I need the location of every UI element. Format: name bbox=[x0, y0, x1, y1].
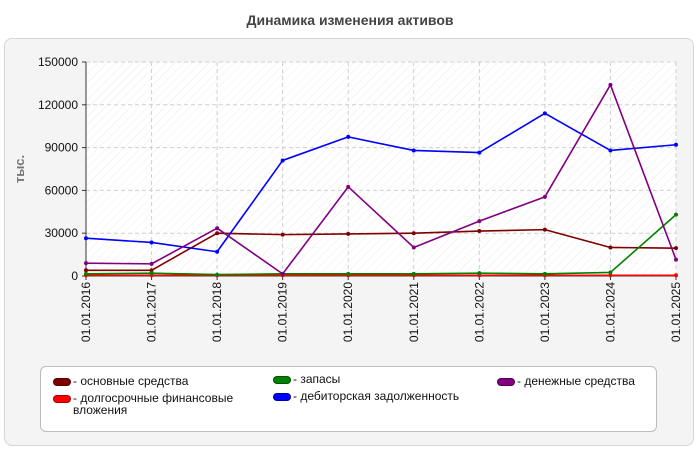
data-point bbox=[542, 194, 547, 199]
data-point bbox=[674, 212, 678, 217]
data-point bbox=[411, 231, 416, 236]
data-point bbox=[608, 273, 613, 278]
plot-area-hatch bbox=[86, 62, 676, 276]
x-tick-label: 01.01.2017 bbox=[145, 282, 159, 342]
x-tick-label: 01.01.2023 bbox=[538, 282, 552, 342]
legend-swatch-cash bbox=[497, 378, 515, 386]
data-point bbox=[149, 261, 154, 266]
series-line bbox=[85, 84, 677, 275]
legend: - основные средства - долгосрочные финан… bbox=[40, 366, 657, 432]
data-point bbox=[542, 227, 547, 232]
legend-item-inventory: - запасы bbox=[273, 373, 340, 385]
legend-swatch-inventory bbox=[273, 376, 291, 384]
y-tick-label: 150000 bbox=[38, 55, 78, 69]
x-tick-label: 01.01.2016 bbox=[79, 282, 93, 342]
data-point bbox=[280, 271, 285, 276]
data-point bbox=[280, 158, 285, 163]
x-tick-label: 01.01.2018 bbox=[210, 282, 224, 342]
data-point bbox=[84, 271, 88, 276]
data-point bbox=[346, 231, 351, 236]
data-point bbox=[542, 271, 547, 276]
data-point bbox=[608, 245, 613, 250]
x-tick-label: 01.01.2019 bbox=[276, 282, 290, 342]
data-point bbox=[215, 249, 220, 254]
data-point bbox=[84, 261, 88, 266]
y-tick-label: 120000 bbox=[38, 98, 78, 112]
data-point bbox=[674, 257, 678, 262]
data-point bbox=[411, 271, 416, 276]
data-point bbox=[411, 245, 416, 250]
data-point bbox=[608, 82, 613, 87]
data-point bbox=[411, 148, 416, 153]
x-tick-label: 01.01.2020 bbox=[341, 282, 355, 342]
data-point bbox=[477, 271, 482, 276]
data-point bbox=[280, 232, 285, 237]
legend-label-inventory: - запасы bbox=[293, 372, 341, 386]
y-tick-label: 0 bbox=[71, 269, 78, 283]
data-point bbox=[346, 134, 351, 139]
legend-item-long-term-investments: - долгосрочные финансовые вложения bbox=[53, 392, 283, 416]
data-point bbox=[84, 236, 88, 241]
data-point bbox=[346, 184, 351, 189]
legend-swatch-receivables bbox=[273, 393, 291, 401]
legend-item-receivables: - дебиторская задолженность bbox=[273, 390, 459, 402]
legend-item-cash: - денежные средства bbox=[497, 375, 635, 387]
data-point bbox=[215, 231, 220, 236]
legend-swatch-long-term-investments bbox=[53, 395, 71, 403]
series-line bbox=[86, 228, 677, 272]
data-point bbox=[215, 272, 220, 277]
data-point bbox=[477, 150, 482, 155]
legend-label-receivables: - дебиторская задолженность bbox=[293, 389, 460, 403]
data-point bbox=[477, 229, 482, 234]
data-point bbox=[149, 240, 154, 245]
legend-label-cash: - денежные средства bbox=[517, 374, 635, 388]
y-axis-label: тыс. bbox=[12, 155, 27, 183]
x-tick-label: 01.01.2024 bbox=[603, 282, 617, 342]
data-point bbox=[84, 268, 88, 273]
data-point bbox=[477, 219, 482, 224]
y-tick-label: 30000 bbox=[45, 226, 79, 240]
data-point bbox=[608, 148, 613, 153]
data-point bbox=[149, 268, 154, 273]
x-tick-label: 01.01.2021 bbox=[407, 282, 421, 342]
x-tick-label: 01.01.2022 bbox=[472, 282, 486, 342]
series-line bbox=[85, 112, 677, 253]
legend-item-fixed-assets: - основные средства bbox=[53, 375, 188, 387]
legend-label-long-term-investments: - долгосрочные финансовые вложения bbox=[73, 391, 234, 417]
data-point bbox=[674, 246, 678, 251]
x-tick-label: 01.01.2025 bbox=[669, 282, 683, 342]
data-point bbox=[346, 271, 351, 276]
data-point bbox=[149, 271, 154, 276]
legend-swatch-fixed-assets bbox=[53, 378, 71, 386]
data-point bbox=[215, 226, 220, 231]
data-point bbox=[674, 273, 678, 278]
y-tick-label: 60000 bbox=[45, 183, 79, 197]
data-point bbox=[608, 270, 613, 275]
series-line bbox=[85, 214, 677, 276]
data-point bbox=[674, 142, 678, 147]
data-point bbox=[542, 111, 547, 116]
chart-title: Динамика изменения активов bbox=[246, 12, 454, 28]
legend-label-fixed-assets: - основные средства bbox=[73, 374, 189, 388]
y-tick-label: 90000 bbox=[45, 141, 79, 155]
